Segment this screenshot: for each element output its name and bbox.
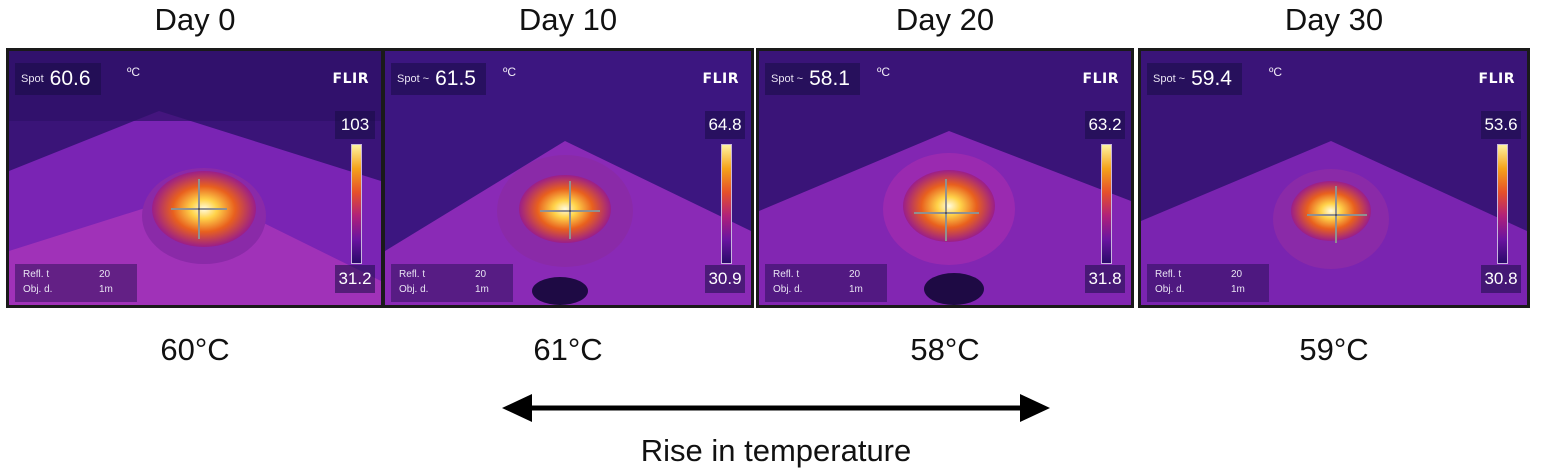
thermal-image-day-10: Spot ~ 61.5 ºC FLIR 64.8 30.9 Refl. t 20…: [382, 48, 754, 308]
caption-day-10: 61°C: [533, 332, 603, 367]
spot-value: 61.5: [435, 67, 476, 90]
flir-logo: FLIR: [1478, 71, 1515, 87]
spot-label: Spot ~: [397, 73, 430, 85]
panel-title-day-10: Day 10: [518, 2, 618, 37]
spot-readout: Spot ~ 61.5: [391, 63, 486, 95]
info-value-obj: 1m: [1231, 284, 1245, 295]
flir-logo: FLIR: [1082, 71, 1119, 87]
unit-label: ºC: [127, 65, 141, 79]
scale-max: 64.8: [705, 111, 745, 139]
spot-value: 59.4: [1191, 67, 1232, 90]
panel-title-day-0: Day 0: [154, 2, 236, 37]
unit-label: ºC: [877, 65, 891, 79]
color-scale-bar: [721, 144, 732, 264]
info-label-obj: Obj. d.: [23, 284, 53, 295]
scale-min: 31.2: [335, 265, 375, 293]
info-label-refl: Refl. t: [773, 269, 800, 280]
info-value-obj: 1m: [475, 284, 489, 295]
spot-readout: Spot ~ 59.4: [1147, 63, 1242, 95]
unit-label: ºC: [503, 65, 517, 79]
info-label-refl: Refl. t: [399, 269, 426, 280]
info-value-refl: 20: [475, 269, 487, 280]
spot-readout: Spot ~ 58.1: [765, 63, 860, 95]
thermal-image-day-20: Spot ~ 58.1 ºC FLIR 63.2 31.8 Refl. t 20…: [756, 48, 1134, 308]
thermal-image-day-30: Spot ~ 59.4 ºC FLIR 53.6 30.8 Refl. t 20…: [1138, 48, 1530, 308]
double-arrow-icon: [502, 394, 1050, 422]
thermal-image-day-0: Spot 60.6 ºC FLIR 103 31.2 Refl. t 20 Ob…: [6, 48, 384, 308]
info-box: Refl. t 20 Obj. d. 1m: [391, 264, 513, 302]
caption-day-0: 60°C: [160, 332, 230, 367]
info-label-obj: Obj. d.: [399, 284, 429, 295]
flir-logo: FLIR: [702, 71, 739, 87]
color-scale-bar: [1497, 144, 1508, 264]
caption-day-30: 59°C: [1299, 332, 1369, 367]
panel-title-day-30: Day 30: [1284, 2, 1384, 37]
scale-min: 30.8: [1481, 265, 1521, 293]
info-box: Refl. t 20 Obj. d. 1m: [15, 264, 137, 302]
caption-day-20: 58°C: [910, 332, 980, 367]
spot-value: 58.1: [809, 67, 850, 90]
color-scale-bar: [351, 144, 362, 264]
thermal-scene: [759, 51, 1131, 305]
color-scale-bar: [1101, 144, 1112, 264]
spot-readout: Spot 60.6: [15, 63, 101, 95]
spot-label: Spot ~: [1153, 73, 1186, 85]
info-label-refl: Refl. t: [1155, 269, 1182, 280]
panel-title-day-20: Day 20: [895, 2, 995, 37]
scale-max: 53.6: [1481, 111, 1521, 139]
info-value-refl: 20: [99, 269, 111, 280]
spot-label: Spot: [21, 73, 44, 85]
scale-max: 103: [335, 111, 375, 139]
info-value-refl: 20: [1231, 269, 1243, 280]
scale-min: 31.8: [1085, 265, 1125, 293]
scale-max: 63.2: [1085, 111, 1125, 139]
arrow-label: Rise in temperature: [640, 433, 912, 468]
unit-label: ºC: [1269, 65, 1283, 79]
spot-value: 60.6: [49, 67, 91, 90]
info-label-obj: Obj. d.: [773, 284, 803, 295]
info-value-obj: 1m: [99, 284, 113, 295]
info-value-refl: 20: [849, 269, 861, 280]
thermal-scene: [9, 51, 381, 305]
info-label-refl: Refl. t: [23, 269, 50, 280]
double-arrow: [500, 390, 1052, 426]
spot-label: Spot ~: [771, 73, 804, 85]
info-box: Refl. t 20 Obj. d. 1m: [1147, 264, 1269, 302]
info-box: Refl. t 20 Obj. d. 1m: [765, 264, 887, 302]
info-label-obj: Obj. d.: [1155, 284, 1185, 295]
scale-min: 30.9: [705, 265, 745, 293]
flir-logo: FLIR: [332, 71, 369, 87]
info-value-obj: 1m: [849, 284, 863, 295]
